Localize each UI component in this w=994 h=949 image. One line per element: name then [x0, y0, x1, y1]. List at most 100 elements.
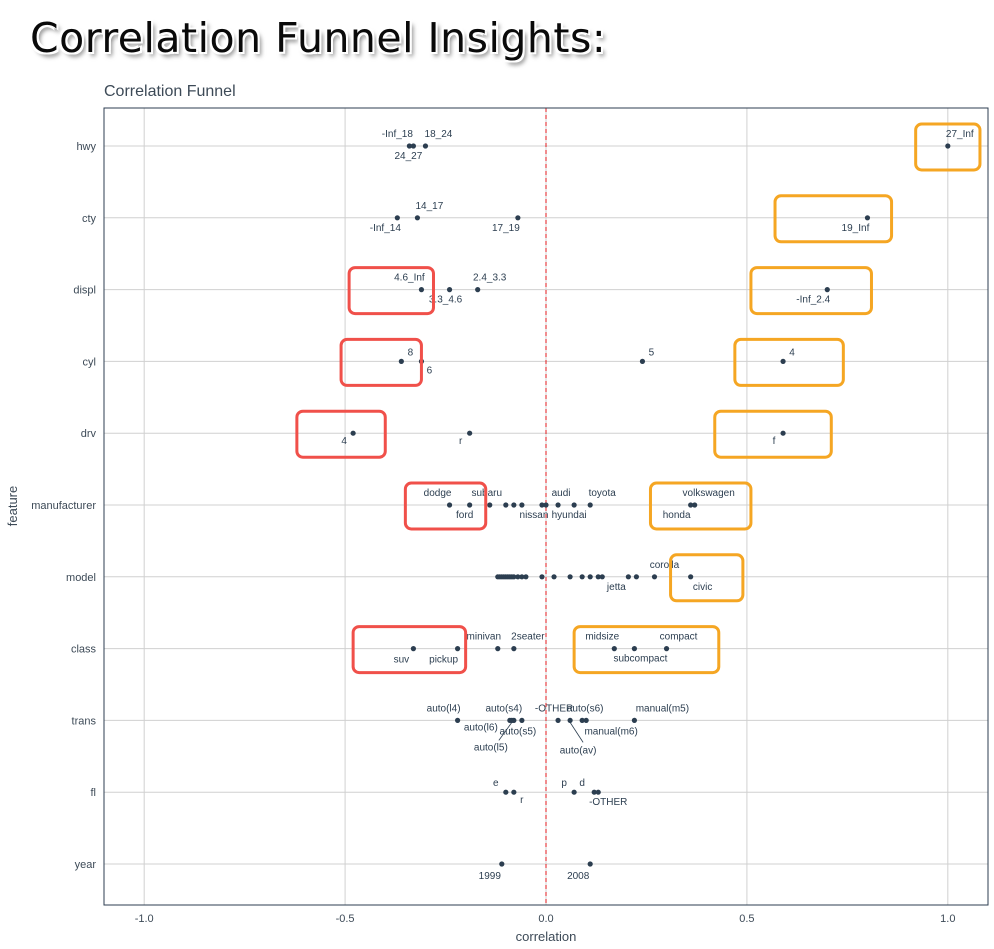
data-point	[499, 861, 505, 867]
data-point	[503, 789, 509, 795]
point-label: 4	[341, 436, 347, 447]
positive-highlight-box	[914, 122, 982, 172]
y-tick-label: hwy	[76, 141, 96, 153]
y-tick-label: cty	[82, 213, 97, 225]
point-label: -OTHER	[535, 703, 573, 714]
axis-layer: -1.0 -0.5 0.0 0.5 1.0 hwy cty displ cyl drv manufa…	[31, 141, 955, 925]
x-tick-label: -0.5	[336, 913, 355, 925]
data-point	[406, 143, 412, 149]
point-label: 4	[789, 347, 795, 358]
point-label: auto(l6)	[464, 722, 498, 733]
data-point	[539, 502, 545, 508]
data-point	[639, 358, 646, 364]
point-label: 1999	[479, 871, 502, 882]
data-point	[625, 574, 631, 580]
data-point	[455, 646, 461, 652]
y-tick-label: year	[75, 859, 97, 871]
data-point	[611, 646, 617, 652]
data-point	[394, 215, 400, 221]
data-point	[587, 574, 593, 580]
data-point	[467, 430, 473, 436]
data-point	[418, 287, 425, 293]
positive-highlight-box	[773, 194, 894, 244]
data-point	[487, 502, 493, 508]
data-point	[515, 215, 521, 221]
y-tick-label: displ	[73, 285, 96, 297]
data-point	[495, 646, 501, 652]
point-label: minivan	[467, 632, 501, 643]
data-point	[587, 861, 593, 867]
point-label: corolla	[650, 560, 680, 571]
point-label: auto(l5)	[474, 742, 508, 753]
data-point	[591, 789, 597, 795]
y-axis-title: feature	[5, 486, 20, 526]
data-point	[824, 287, 830, 293]
data-point	[455, 717, 461, 724]
data-point	[475, 287, 481, 293]
negative-highlight-box	[295, 409, 387, 459]
chart-title: Correlation Funnel	[104, 83, 236, 100]
point-label: subcompact	[613, 654, 667, 665]
data-point	[410, 646, 416, 652]
positive-highlight-box	[572, 625, 721, 675]
data-point	[688, 502, 694, 508]
point-label: 3.3_4.6	[429, 295, 463, 306]
point-label: 17_19	[492, 223, 520, 234]
x-tick-label: 0.0	[538, 913, 553, 925]
point-label: civic	[693, 582, 712, 593]
data-point	[555, 717, 561, 724]
data-point	[579, 574, 585, 580]
point-label: dodge	[424, 488, 452, 499]
point-label: midsize	[585, 632, 619, 643]
data-point	[780, 358, 786, 364]
data-point	[692, 502, 698, 508]
positive-highlight-box	[648, 481, 753, 531]
data-point	[446, 502, 453, 508]
point-label: jetta	[606, 582, 626, 593]
point-label: volkswagen	[683, 488, 735, 499]
data-point	[567, 717, 573, 724]
y-tick-label: cyl	[83, 356, 96, 368]
data-point	[539, 574, 545, 580]
data-point	[688, 574, 694, 580]
y-tick-label: drv	[81, 428, 97, 440]
data-point	[631, 717, 638, 724]
data-point	[511, 574, 517, 580]
highlight-box-layer	[295, 122, 982, 675]
data-point	[543, 502, 549, 508]
point-label: 4.6_Inf	[394, 273, 425, 284]
negative-highlight-box	[403, 481, 488, 531]
point-label: -Inf_2.4	[796, 295, 830, 306]
point-label: 24_27	[394, 151, 422, 162]
label-leader-line	[498, 722, 513, 741]
point-label: auto(av)	[560, 745, 597, 756]
negative-highlight-box	[339, 337, 423, 387]
data-point	[511, 502, 517, 508]
point-label: honda	[663, 510, 691, 521]
point-label: -Inf_14	[370, 223, 402, 234]
data-point	[555, 502, 561, 508]
data-point	[511, 717, 517, 724]
point-label: hyundai	[552, 510, 587, 521]
point-label: f	[773, 436, 776, 447]
data-point	[579, 717, 585, 724]
point-label: audi	[552, 488, 571, 499]
data-point	[633, 574, 640, 580]
data-point	[511, 646, 517, 652]
point-label: auto(l4)	[427, 703, 461, 714]
point-layer	[350, 143, 951, 867]
negative-highlight-box	[351, 625, 468, 675]
data-point	[414, 215, 421, 221]
point-label: manual(m5)	[636, 703, 689, 714]
point-label: ford	[456, 510, 473, 521]
point-label: 18_24	[425, 129, 453, 140]
point-label: 8	[408, 347, 414, 358]
data-point	[599, 574, 605, 580]
data-point	[864, 215, 871, 221]
point-label: -Inf_18	[382, 129, 414, 140]
point-label: 6	[427, 365, 433, 376]
positive-highlight-box	[733, 337, 845, 387]
positive-highlight-box	[749, 266, 873, 316]
